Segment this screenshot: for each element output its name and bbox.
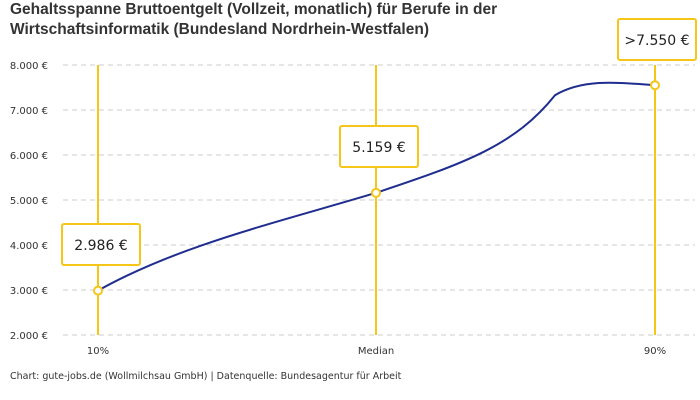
- y-tick-label: 3.000 €: [10, 286, 48, 297]
- x-tick-label: 90%: [644, 346, 666, 357]
- data-label: 5.159 €: [352, 140, 405, 156]
- data-point: [93, 285, 103, 296]
- y-tick-label: 7.000 €: [10, 106, 48, 117]
- data-label: 2.986 €: [74, 238, 127, 254]
- data-point: [371, 187, 381, 198]
- x-tick-label: 10%: [87, 346, 109, 357]
- y-tick-label: 5.000 €: [10, 196, 48, 207]
- x-tick-label: Median: [358, 346, 394, 357]
- data-label-box: [339, 125, 419, 168]
- data-label-box: [617, 18, 697, 61]
- data-point: [650, 80, 660, 91]
- chart-source: Chart: gute-jobs.de (Wollmilchsau GmbH) …: [10, 371, 402, 382]
- data-label-box: [61, 223, 141, 266]
- data-label: >7.550 €: [624, 33, 689, 49]
- y-tick-label: 2.000 €: [10, 331, 48, 342]
- chart-title: Gehaltsspanne Bruttoentgelt (Vollzeit, m…: [10, 1, 498, 38]
- salary-line: [97, 81, 656, 292]
- y-tick-label: 6.000 €: [10, 151, 48, 162]
- y-tick-label: 4.000 €: [10, 241, 48, 252]
- y-tick-label: 8.000 €: [10, 61, 48, 72]
